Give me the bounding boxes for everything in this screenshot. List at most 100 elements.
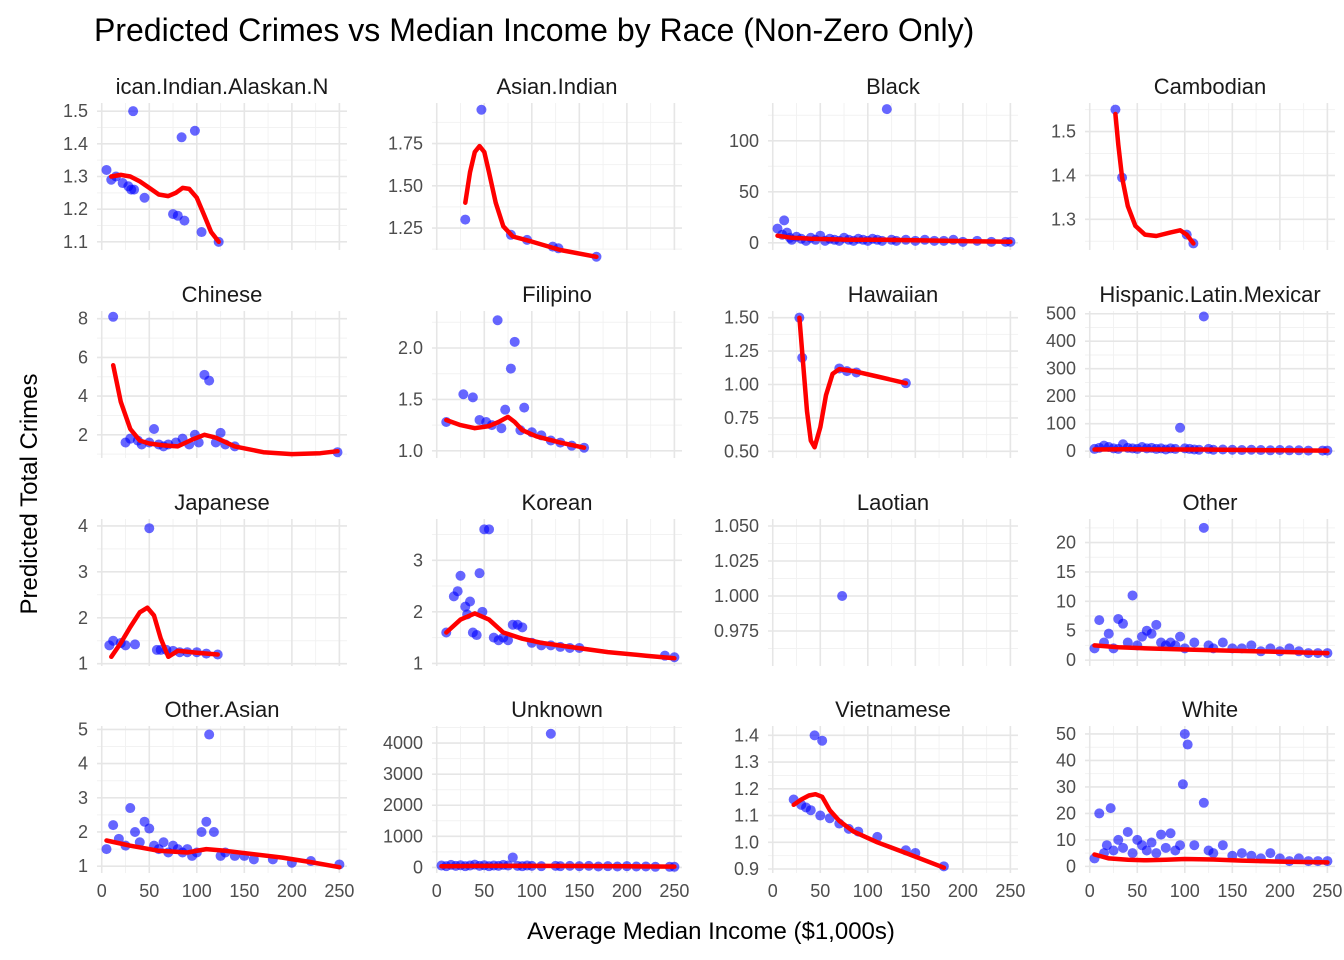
- data-point: [1208, 848, 1219, 859]
- facet-strip-label: Asian.Indian: [496, 74, 617, 99]
- data-point: [1217, 637, 1228, 648]
- y-tick-label: 0.975: [714, 621, 759, 641]
- data-point: [1265, 848, 1276, 859]
- data-point: [1122, 826, 1133, 837]
- y-tick-label: 200: [1046, 386, 1076, 406]
- y-tick-label: 1: [78, 654, 88, 674]
- facet-panel: Cambodian 1.3 1.4 1.5: [1051, 74, 1335, 250]
- facet-panel: ican.Indian.Alaskan.N 1.1 1.2 1.3 1.4 1.5: [63, 74, 347, 252]
- y-tick-label: 1.1: [734, 806, 759, 826]
- facet-strip-label: Other: [1182, 490, 1237, 515]
- data-point: [1217, 840, 1228, 851]
- data-point: [455, 570, 466, 581]
- data-point: [503, 635, 514, 646]
- data-point: [779, 215, 790, 226]
- data-point: [452, 586, 463, 597]
- facet-strip-label: Japanese: [174, 490, 269, 515]
- data-point: [128, 106, 139, 117]
- y-tick-label: 100: [729, 131, 759, 151]
- y-tick-label: 1.1: [63, 232, 88, 252]
- facet-strip-label: Vietnamese: [835, 697, 951, 722]
- x-tick-label: 250: [324, 881, 354, 901]
- y-tick-label: 0.75: [724, 408, 759, 428]
- facet-panel: Filipino 1.0 1.5 2.0: [398, 282, 682, 461]
- y-tick-label: 2: [78, 608, 88, 628]
- facet-panel: Hispanic.Latin.Mexicar 0 100 200 300 400 500: [1046, 282, 1335, 461]
- smooth-trend-line: [797, 315, 909, 450]
- y-tick-label: 0: [749, 233, 759, 253]
- data-point: [545, 728, 556, 739]
- x-tick-label: 50: [139, 881, 159, 901]
- y-tick-label: 1.5: [63, 101, 88, 121]
- x-tick-label: 200: [612, 881, 642, 901]
- data-point: [465, 596, 476, 607]
- data-point: [101, 844, 112, 855]
- data-point: [196, 826, 207, 837]
- x-tick-label: 100: [1170, 881, 1200, 901]
- data-point: [125, 803, 136, 814]
- y-tick-label: 1.00: [724, 375, 759, 395]
- data-point: [1146, 837, 1157, 848]
- x-tick-label: 200: [277, 881, 307, 901]
- y-tick-label: 3: [413, 550, 423, 570]
- y-tick-label: 0: [1066, 856, 1076, 876]
- y-tick-label: 20: [1056, 803, 1076, 823]
- x-tick-label: 250: [995, 881, 1025, 901]
- data-point: [1146, 628, 1157, 639]
- data-point: [208, 826, 219, 837]
- y-tick-label: 30: [1056, 777, 1076, 797]
- y-tick-label: 8: [78, 309, 88, 329]
- y-tick-label: 400: [1046, 331, 1076, 351]
- facet-strip-label: Korean: [522, 490, 593, 515]
- smooth-trend-line: [444, 611, 677, 661]
- data-point: [1246, 850, 1257, 861]
- data-point: [189, 125, 200, 136]
- data-point: [474, 568, 485, 579]
- data-point: [805, 805, 816, 816]
- facet-strip-label: Unknown: [511, 697, 603, 722]
- smooth-trend-line: [775, 233, 1013, 245]
- data-point: [204, 375, 215, 386]
- facet-panel: Japanese 1 2 3 4: [78, 490, 347, 674]
- y-tick-label: 500: [1046, 304, 1076, 324]
- y-tick-label: 15: [1056, 562, 1076, 582]
- y-tick-label: 1.5: [398, 389, 423, 409]
- data-point: [519, 402, 530, 413]
- data-point: [492, 315, 503, 326]
- data-point: [108, 635, 119, 646]
- smooth-trend-line: [1092, 643, 1330, 656]
- facet-strip-label: White: [1182, 697, 1238, 722]
- facet-panel: Korean 1 2 3: [413, 490, 682, 673]
- y-tick-label: 50: [1056, 724, 1076, 744]
- data-point: [144, 523, 155, 534]
- smooth-trend-line: [1113, 111, 1196, 246]
- data-point: [196, 227, 207, 238]
- smooth-trend-line: [444, 414, 587, 450]
- data-point: [1151, 619, 1162, 630]
- data-point: [460, 214, 471, 225]
- y-tick-label: 3: [78, 788, 88, 808]
- data-point: [130, 826, 141, 837]
- y-tick-label: 1.25: [724, 341, 759, 361]
- y-tick-label: 4: [78, 754, 88, 774]
- y-tick-label: 1.0: [398, 441, 423, 461]
- y-tick-label: 1.5: [1051, 122, 1076, 142]
- data-point: [144, 823, 155, 834]
- x-tick-label: 200: [1265, 881, 1295, 901]
- data-point: [500, 404, 511, 415]
- x-tick-label: 0: [432, 881, 442, 901]
- y-tick-label: 1.0: [734, 832, 759, 852]
- y-tick-label: 1.4: [734, 725, 759, 745]
- facet-strip-label: Black: [866, 74, 921, 99]
- y-tick-label: 3000: [383, 764, 423, 784]
- smooth-trend-line: [110, 362, 340, 457]
- y-tick-label: 1.000: [714, 586, 759, 606]
- y-tick-label: 3: [78, 562, 88, 582]
- facet-strip-label: Filipino: [522, 282, 592, 307]
- facet-strip-label: ican.Indian.Alaskan.N: [116, 74, 329, 99]
- facet-panel: Hawaiian 0.50 0.75 1.00 1.25 1.50: [724, 282, 1018, 461]
- data-point: [129, 184, 140, 195]
- data-point: [1151, 848, 1162, 859]
- facet-panel: Laotian 0.975 1.000 1.025 1.050: [714, 490, 1018, 666]
- y-tick-label: 1.025: [714, 551, 759, 571]
